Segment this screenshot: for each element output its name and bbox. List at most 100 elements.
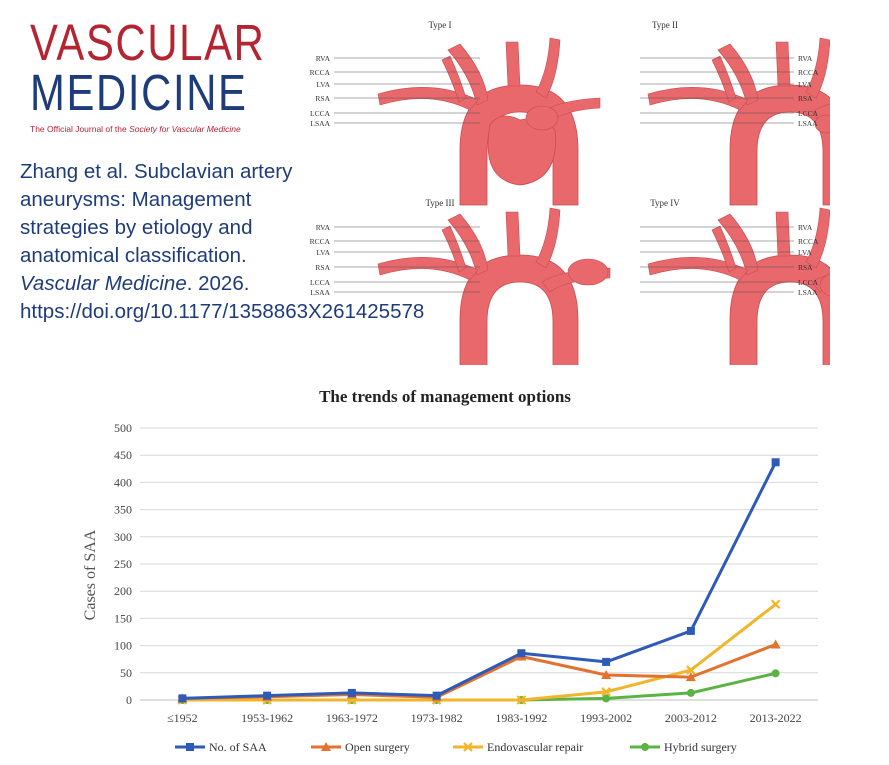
legend-item: No. of SAA bbox=[175, 740, 267, 754]
data-point bbox=[516, 695, 527, 705]
y-tick-label: 500 bbox=[114, 421, 132, 435]
diagram-label-left: RVA bbox=[316, 223, 331, 232]
diagram-label-left: LCCA bbox=[310, 109, 331, 118]
data-point bbox=[347, 688, 356, 697]
tagline-society: Society for Vascular Medicine bbox=[129, 124, 241, 134]
x-tick-label: 1973-1982 bbox=[411, 711, 463, 725]
data-point bbox=[770, 639, 781, 649]
legend-item: Hybrid surgery bbox=[630, 740, 737, 754]
data-point bbox=[771, 458, 780, 467]
y-axis-label: Cases of SAA bbox=[82, 529, 99, 620]
diagram-label-right: LVA bbox=[798, 80, 812, 89]
diagram-type-label: Type IV bbox=[650, 198, 680, 208]
y-tick-label: 50 bbox=[120, 666, 132, 680]
diagram-label-right: RVA bbox=[798, 54, 813, 63]
legend-label: Open surgery bbox=[345, 740, 410, 754]
legend-label: Endovascular repair bbox=[487, 740, 583, 754]
y-tick-label: 400 bbox=[114, 475, 132, 489]
diagram-label-left: RCCA bbox=[310, 68, 331, 77]
x-tick-label: 1953-1962 bbox=[241, 711, 293, 725]
series-endovascular-repair bbox=[177, 599, 781, 705]
diagram-label-left: RCCA bbox=[310, 237, 331, 246]
trend-chart: The trends of management options Cases o… bbox=[82, 387, 818, 754]
data-point bbox=[686, 665, 696, 675]
diagram-label-right: LSAA bbox=[798, 119, 818, 128]
data-point bbox=[601, 669, 612, 679]
y-tick-labels: 0 50 100 150 200 250 300 350 400 450 500 bbox=[114, 421, 132, 707]
logo-tagline: The Official Journal of the Society for … bbox=[30, 124, 290, 134]
chart-title: The trends of management options bbox=[319, 387, 571, 406]
x-tick-labels: ≤1952 1953-1962 1963-1972 1973-1982 1983-199… bbox=[167, 711, 802, 725]
diagram-label-left: LSAA bbox=[310, 119, 330, 128]
diagram-label-left: LCCA bbox=[310, 278, 331, 287]
legend-label: Hybrid surgery bbox=[664, 740, 737, 754]
data-point bbox=[771, 669, 780, 678]
legend: No. of SAA Open surgery Endovascular repai… bbox=[175, 740, 737, 754]
data-point bbox=[263, 691, 272, 700]
diagram-label-right: RCCA bbox=[798, 68, 819, 77]
data-point bbox=[321, 742, 331, 751]
citation-text: Zhang et al. Subclavian artery aneurysms… bbox=[20, 158, 424, 326]
series-line bbox=[182, 461, 777, 700]
y-tick-label: 450 bbox=[114, 448, 132, 462]
diagram-label-right: RVA bbox=[798, 223, 813, 232]
logo-title-line2: MEDICINE bbox=[30, 64, 248, 121]
legend-label: No. of SAA bbox=[209, 740, 267, 754]
data-point bbox=[641, 743, 649, 751]
diagram-label-left: RSA bbox=[315, 94, 330, 103]
y-tick-label: 250 bbox=[114, 557, 132, 571]
diagram-label-left: LVA bbox=[316, 80, 330, 89]
gridlines bbox=[140, 427, 818, 701]
diagram-type-label: Type III bbox=[425, 198, 454, 208]
diagram-type-label: Type II bbox=[652, 20, 678, 30]
data-point bbox=[517, 649, 526, 658]
diagram-label-left: LSAA bbox=[310, 288, 330, 297]
data-point bbox=[686, 626, 695, 635]
citation-journal: Vascular Medicine bbox=[20, 272, 187, 295]
y-tick-label: 350 bbox=[114, 503, 132, 517]
x-tick-label: 2013-2022 bbox=[750, 711, 802, 725]
series-lines bbox=[177, 458, 781, 705]
data-point bbox=[601, 687, 611, 697]
data-point bbox=[686, 688, 695, 697]
citation-authors-title: Zhang et al. Subclavian artery aneurysms… bbox=[20, 160, 293, 267]
diagram-label-right: RSA bbox=[798, 94, 813, 103]
diagram-label-right: LSAA bbox=[798, 288, 818, 297]
data-point bbox=[685, 672, 696, 682]
diagram-label-left: LVA bbox=[316, 248, 330, 257]
tagline-prefix: The Official Journal of the bbox=[30, 124, 130, 134]
diagram-label-left: RVA bbox=[316, 54, 331, 63]
diagram-label-right: LCCA bbox=[798, 109, 819, 118]
diagram-label-right: LVA bbox=[798, 248, 812, 257]
data-point bbox=[770, 599, 781, 610]
y-tick-label: 0 bbox=[126, 693, 132, 707]
legend-item: Open surgery bbox=[311, 740, 410, 754]
x-tick-label: 1983-1992 bbox=[495, 711, 547, 725]
logo-title-line1: VASCULAR bbox=[30, 14, 266, 71]
series-no-of-saa bbox=[178, 458, 780, 703]
diagram-label-right: RSA bbox=[798, 263, 813, 272]
series-line bbox=[182, 603, 777, 702]
data-point bbox=[186, 743, 194, 751]
y-tick-label: 300 bbox=[114, 530, 132, 544]
y-tick-label: 200 bbox=[114, 584, 132, 598]
data-point bbox=[463, 742, 473, 752]
x-tick-label: 1993-2002 bbox=[580, 711, 632, 725]
data-point bbox=[432, 691, 441, 700]
y-tick-label: 150 bbox=[114, 611, 132, 625]
journal-logo: VASCULAR MEDICINE The Official Journal o… bbox=[30, 14, 290, 134]
legend-item: Endovascular repair bbox=[453, 740, 583, 754]
data-point bbox=[602, 657, 611, 666]
diagram-label-right: RCCA bbox=[798, 237, 819, 246]
diagram-type-label: Type I bbox=[428, 20, 451, 30]
x-tick-label: ≤1952 bbox=[167, 711, 198, 725]
diagram-label-left: RSA bbox=[315, 263, 330, 272]
citation-year-doi: . 2026. https://doi.org/10.1177/1358863X… bbox=[20, 272, 425, 323]
x-tick-label: 1963-1972 bbox=[326, 711, 378, 725]
data-point bbox=[178, 694, 187, 703]
x-tick-label: 2003-2012 bbox=[665, 711, 717, 725]
diagram-label-right: LCCA bbox=[798, 278, 819, 287]
y-tick-label: 100 bbox=[114, 639, 132, 653]
data-point bbox=[602, 694, 611, 703]
